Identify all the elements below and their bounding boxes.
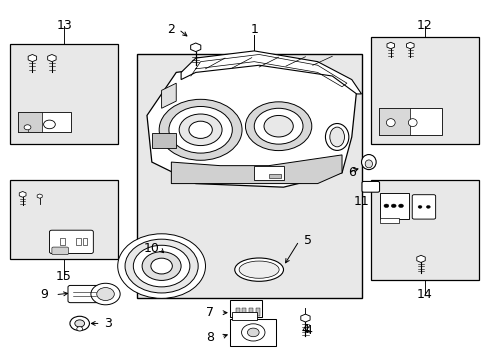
Bar (235, 309, 239, 316)
Polygon shape (181, 51, 361, 94)
Ellipse shape (234, 258, 283, 281)
Bar (137, 54, 361, 298)
Bar (370, 180, 478, 280)
Bar (229, 319, 276, 346)
Polygon shape (190, 43, 201, 51)
Bar (268, 174, 281, 178)
Bar (10, 44, 118, 144)
Bar (10, 180, 118, 259)
Bar (378, 108, 409, 135)
Polygon shape (416, 255, 425, 262)
Bar (379, 218, 398, 223)
Polygon shape (19, 192, 26, 197)
Text: 4: 4 (304, 324, 311, 337)
Bar (76, 238, 81, 245)
Circle shape (245, 102, 311, 150)
Text: 10: 10 (143, 242, 160, 255)
Ellipse shape (239, 261, 279, 278)
FancyBboxPatch shape (411, 195, 435, 219)
Text: 7: 7 (206, 306, 214, 319)
Ellipse shape (361, 154, 375, 170)
Circle shape (43, 120, 55, 129)
Text: 9: 9 (41, 288, 48, 301)
Ellipse shape (365, 160, 372, 168)
FancyBboxPatch shape (52, 247, 68, 255)
Circle shape (91, 283, 120, 305)
Bar (379, 193, 408, 220)
Ellipse shape (386, 119, 394, 127)
Bar (242, 309, 245, 316)
Ellipse shape (325, 123, 348, 150)
Circle shape (179, 114, 222, 145)
FancyBboxPatch shape (361, 181, 379, 192)
Text: 15: 15 (56, 270, 72, 283)
Circle shape (247, 328, 259, 337)
Polygon shape (28, 54, 37, 62)
Polygon shape (171, 155, 341, 184)
Polygon shape (37, 194, 42, 198)
Bar (370, 37, 478, 144)
Text: 4: 4 (301, 323, 309, 336)
Circle shape (426, 206, 429, 208)
Circle shape (383, 204, 388, 208)
Text: 6: 6 (347, 166, 355, 179)
Circle shape (125, 239, 198, 293)
Polygon shape (147, 62, 356, 187)
Polygon shape (300, 314, 309, 322)
FancyBboxPatch shape (68, 285, 100, 303)
Text: 12: 12 (416, 19, 432, 32)
Circle shape (390, 204, 395, 208)
Bar (249, 309, 253, 316)
FancyBboxPatch shape (49, 230, 93, 253)
Ellipse shape (329, 127, 344, 147)
Text: 13: 13 (56, 19, 72, 32)
Bar (60, 238, 65, 245)
Polygon shape (406, 42, 413, 49)
Circle shape (264, 116, 293, 137)
Bar (256, 309, 260, 316)
Circle shape (133, 245, 189, 287)
Text: 8: 8 (206, 331, 214, 344)
Ellipse shape (407, 119, 416, 127)
Bar (232, 312, 256, 320)
Circle shape (77, 327, 82, 331)
Circle shape (118, 234, 205, 298)
Text: 3: 3 (104, 317, 112, 330)
Circle shape (151, 258, 172, 274)
Circle shape (241, 324, 264, 341)
Bar (18, 112, 71, 132)
Circle shape (24, 125, 31, 130)
Bar (152, 134, 176, 148)
Text: 1: 1 (250, 23, 258, 36)
Polygon shape (161, 83, 176, 108)
Circle shape (254, 108, 303, 144)
Bar (378, 108, 441, 135)
Text: 14: 14 (416, 288, 432, 301)
Text: 2: 2 (167, 23, 175, 36)
Text: 11: 11 (353, 195, 368, 208)
Polygon shape (47, 54, 56, 62)
Bar (229, 300, 261, 318)
Circle shape (168, 107, 232, 153)
Circle shape (398, 204, 403, 208)
Bar (254, 166, 283, 180)
Text: 5: 5 (303, 234, 311, 247)
Circle shape (97, 288, 114, 301)
Circle shape (75, 320, 84, 327)
Circle shape (142, 252, 181, 280)
Circle shape (70, 316, 89, 330)
Bar (82, 238, 87, 245)
Circle shape (159, 99, 242, 160)
Polygon shape (386, 42, 394, 49)
Circle shape (417, 206, 421, 208)
Circle shape (188, 121, 212, 138)
Bar (18, 112, 42, 132)
